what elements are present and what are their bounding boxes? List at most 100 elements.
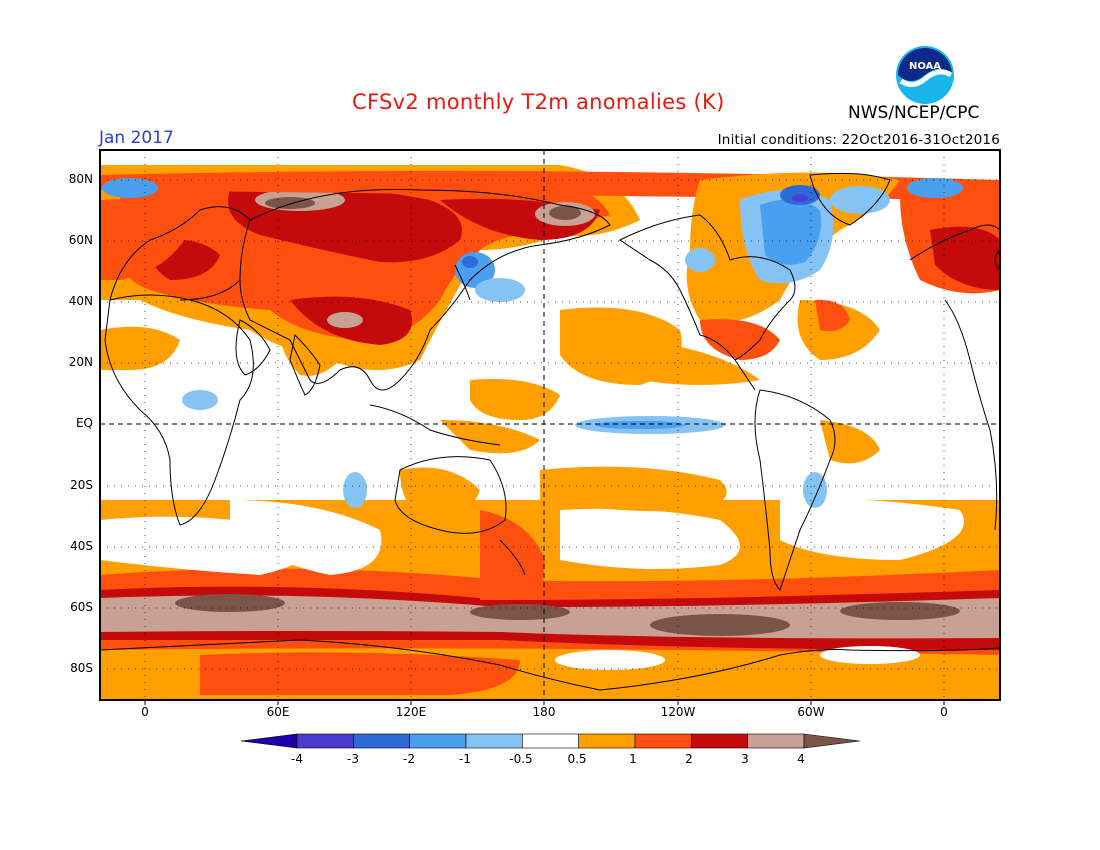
indian-ocean-white [230, 500, 382, 575]
colorbar-label: -3 [347, 752, 359, 766]
colorbar-swatch [353, 733, 410, 749]
colorbar-swatch [409, 733, 467, 749]
central-america-outline [734, 359, 756, 391]
new-zealand-outline [499, 539, 526, 576]
lon-label-0-west: 0 [141, 705, 149, 719]
asia-outline [239, 188, 611, 391]
map-frame [99, 149, 1001, 701]
scandinavia-darkred [930, 226, 1000, 290]
lat-label-60n: 60N [68, 233, 93, 247]
south-america-outline [754, 389, 836, 591]
south-pacific-white [560, 508, 740, 569]
lat-label-20s: 20S [70, 478, 93, 492]
southern-max-1 [175, 594, 285, 612]
colorbar-swatch [634, 733, 692, 749]
arctic-cold-west [102, 178, 158, 198]
valid-month-label: Jan 2017 [99, 128, 174, 148]
australia-orange [400, 467, 480, 520]
southern-max-2 [470, 604, 570, 620]
maritime-orange [440, 420, 540, 454]
canada-cold-2 [760, 199, 821, 265]
australia-outline [394, 456, 507, 534]
east-pacific-orange-band [640, 340, 760, 385]
north-america-outline [619, 214, 796, 361]
tibet-max [327, 312, 363, 328]
colorbar-swatch [747, 733, 805, 749]
antarctic-white-patch [555, 650, 665, 670]
siberia-max-2b [549, 206, 581, 220]
lat-label-80s: 80S [70, 661, 93, 675]
uk-outline [994, 249, 1000, 271]
colorbar-label: 0.5 [567, 752, 587, 766]
lon-label-120w: 120W [660, 705, 696, 719]
lon-label-60w: 60W [797, 705, 825, 719]
lon-label-180: 180 [532, 705, 556, 719]
colorbar-label: 3 [741, 752, 749, 766]
lat-label-80n: 80N [68, 172, 93, 186]
lat-label-40n: 40N [68, 294, 93, 308]
lat-label-eq: EQ [75, 416, 93, 430]
greenland-cold [830, 186, 890, 214]
coastlines [100, 172, 1000, 691]
initial-conditions-label: Initial conditions: 22Oct2016-31Oct2016 [717, 132, 1000, 148]
gulf-red [700, 319, 780, 360]
colorbar-label: -0.5 [509, 752, 533, 766]
noaa-logo: NOAA [896, 46, 954, 104]
antarctic-red [200, 652, 520, 695]
lat-label-60s: 60S [70, 600, 93, 614]
colorbar-swatch [578, 733, 636, 749]
lon-label-0-east: 0 [940, 705, 948, 719]
colorbar-swatch [522, 733, 579, 749]
europe-east-outline [909, 224, 1000, 261]
japan-outline [454, 264, 471, 301]
india-outline [289, 333, 321, 396]
lon-label-120e: 120E [395, 705, 427, 719]
colorbar-swatch [465, 733, 523, 749]
graticule [100, 150, 1000, 700]
colorbar-label: -4 [291, 752, 303, 766]
baffin-cold-core [792, 194, 808, 202]
antarctica-outline [100, 639, 1000, 691]
indonesia-outline [369, 404, 501, 446]
colorbar-swatch [803, 733, 861, 749]
africa-cold [182, 390, 218, 410]
south-pacific-orange [540, 466, 727, 512]
lat-label-40s: 40S [70, 539, 93, 553]
colorbar-label: 4 [797, 752, 805, 766]
arctic-cold-east [907, 178, 963, 198]
svg-text:NOAA: NOAA [909, 61, 941, 72]
colorbar-swatch [296, 733, 354, 749]
southern-max-4 [840, 602, 960, 620]
colorbar-label: 2 [685, 752, 693, 766]
japan-cold-core [462, 256, 478, 268]
europe-west-red [100, 199, 190, 280]
colorbar-label: 1 [629, 752, 637, 766]
indian-ocean-cold [343, 472, 367, 508]
south-pacific-red [480, 510, 545, 600]
greenland-outline [809, 172, 891, 226]
atlantic-red [815, 299, 850, 332]
colorbar-label: -1 [459, 752, 471, 766]
south-america-cold [803, 472, 827, 508]
lat-label-20n: 20N [68, 355, 93, 369]
africa-outline [104, 294, 254, 526]
africa-orange [100, 326, 180, 370]
equatorial-pacific-cold-core [595, 421, 685, 429]
alaska-cold [685, 248, 715, 272]
south-east-pacific-white [780, 498, 964, 560]
north-pacific-cold [475, 278, 525, 302]
western-pacific-orange [470, 379, 560, 420]
map-title: CFSv2 monthly T2m anomalies (K) [352, 90, 725, 114]
colorbar-swatch [691, 733, 748, 749]
colorbar-swatch [240, 733, 298, 749]
arabia-outline [235, 319, 271, 376]
india-orange [280, 330, 340, 376]
organization-label: NWS/NCEP/CPC [848, 103, 980, 123]
lon-label-60e: 60E [266, 705, 290, 719]
southern-max-3 [650, 614, 790, 636]
south-atlantic-orange [820, 420, 880, 464]
europe-outline [109, 206, 251, 301]
colorbar-label: -2 [403, 752, 415, 766]
